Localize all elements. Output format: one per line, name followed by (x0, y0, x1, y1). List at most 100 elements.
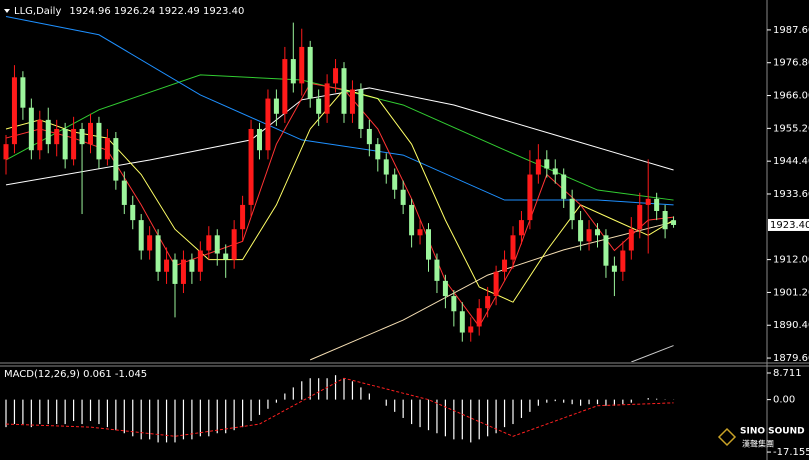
candle-body (569, 198, 575, 221)
candle-body (595, 229, 600, 236)
candle-body (671, 220, 677, 225)
candle-body (324, 83, 330, 114)
candle-body (290, 59, 296, 84)
candle-body (20, 77, 26, 108)
watermark-chinese: 漢聲集團 (742, 439, 774, 449)
candle-body (79, 128, 85, 145)
candle-body (451, 296, 457, 312)
main-plot (3, 16, 677, 362)
candle-body (493, 271, 499, 297)
candle-body (223, 253, 229, 260)
candle-body (62, 128, 68, 160)
candle-body (561, 174, 567, 199)
candle-body (476, 308, 482, 327)
candle-body (307, 46, 313, 99)
y-tick-label: 1879.60 (773, 353, 809, 364)
moving-average (310, 221, 674, 361)
candle-body (299, 46, 305, 84)
candle-body (578, 220, 584, 242)
candle-body (28, 107, 34, 151)
candle-body (333, 68, 339, 84)
candle-body (417, 229, 423, 236)
candle-body (485, 296, 491, 309)
y-tick-label: 0.00 (773, 395, 795, 406)
candle-body (130, 204, 136, 221)
price-label: 1923.40 (770, 220, 809, 231)
candle-body (510, 235, 516, 260)
candle-body (54, 128, 60, 145)
candle-body (155, 235, 161, 272)
candle-body (409, 204, 415, 236)
watermark: SINO SOUND 漢聲集團 (717, 427, 805, 449)
candle-body (88, 122, 93, 145)
candle-body (172, 259, 178, 284)
candle-body (400, 189, 406, 205)
candle-body (189, 259, 195, 272)
candle-body (104, 138, 110, 160)
watermark-brand: SINO SOUND (740, 427, 805, 437)
y-tick-label: 1955.20 (773, 123, 809, 134)
y-tick-label: 1890.40 (773, 320, 809, 331)
candle-body (45, 119, 51, 145)
candle-body (459, 311, 465, 333)
candle-body (603, 235, 609, 266)
candle-body (257, 128, 262, 151)
moving-average (631, 345, 674, 362)
candle-body (341, 68, 347, 114)
chart-title: LLG,Daily (14, 6, 61, 17)
y-tick-label: 1987.60 (773, 25, 809, 36)
candle-body (138, 220, 144, 251)
candle-body (502, 259, 508, 272)
y-tick-label: 1944.40 (773, 156, 809, 167)
candle-body (11, 77, 17, 145)
candle-body (662, 210, 668, 230)
candle-body (121, 180, 127, 205)
y-tick-label: -17.155 (773, 447, 809, 458)
candle-body (180, 259, 186, 284)
candle-body (164, 259, 170, 272)
candle-body (147, 235, 153, 251)
candle-body (654, 198, 660, 211)
signal-line (5, 377, 674, 437)
candle-body (434, 259, 440, 281)
candle-body (248, 128, 254, 205)
candle-body (375, 144, 381, 160)
candle-body (113, 138, 119, 181)
candle-body (392, 174, 398, 190)
candle-body (366, 128, 372, 145)
macd-plot (5, 375, 675, 443)
candle-body (426, 229, 431, 260)
candle-body (214, 235, 220, 254)
candle-body (3, 144, 9, 160)
moving-average (5, 16, 674, 206)
candle-body (535, 159, 541, 175)
price-label-box (768, 218, 809, 231)
y-tick-label: 1976.80 (773, 58, 809, 69)
menu-arrow (4, 9, 10, 13)
logo (717, 427, 737, 447)
candle-body (544, 159, 550, 169)
candle-body (206, 235, 212, 251)
y-tick-label: 1912.00 (773, 255, 809, 266)
candle-body (71, 128, 77, 160)
y-tick-label: 1933.60 (773, 189, 809, 200)
candle-body (358, 89, 364, 129)
moving-average (5, 87, 674, 186)
candle-body (527, 174, 533, 221)
candle-body (273, 98, 279, 114)
candle-body (282, 59, 288, 114)
candle-body (586, 229, 592, 242)
price-axis: 1987.60 1976.80 1966.00 1955.20 1944.40 1933.… (767, 25, 809, 458)
ohlc-values: 1924.96 1926.24 1922.49 1923.40 (69, 6, 244, 17)
candle-body (265, 98, 271, 151)
candle-body (96, 122, 102, 160)
macd-title: MACD(12,26,9) 0.061 -1.045 (4, 369, 147, 380)
y-tick-label: 1966.00 (773, 91, 809, 102)
candle-body (316, 98, 322, 114)
candle-body (442, 280, 448, 297)
y-tick-label: 8.711 (773, 368, 802, 379)
candle-body (637, 204, 643, 230)
candle-body (349, 89, 355, 114)
